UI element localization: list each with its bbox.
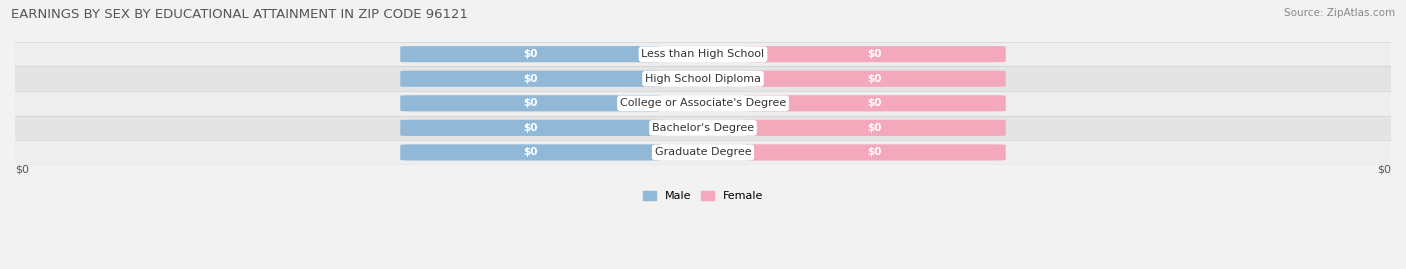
- FancyBboxPatch shape: [401, 144, 662, 161]
- Bar: [15, 140, 1391, 165]
- FancyBboxPatch shape: [401, 71, 662, 87]
- Bar: [15, 116, 1391, 140]
- Text: $0: $0: [1376, 165, 1391, 175]
- Bar: [15, 66, 1391, 91]
- FancyBboxPatch shape: [401, 120, 662, 136]
- FancyBboxPatch shape: [401, 95, 662, 111]
- FancyBboxPatch shape: [744, 46, 1005, 62]
- Text: $0: $0: [524, 74, 538, 84]
- Text: Source: ZipAtlas.com: Source: ZipAtlas.com: [1284, 8, 1395, 18]
- Text: $0: $0: [868, 98, 882, 108]
- FancyBboxPatch shape: [401, 46, 662, 62]
- Text: $0: $0: [524, 49, 538, 59]
- Text: $0: $0: [868, 74, 882, 84]
- Bar: [15, 91, 1391, 116]
- Text: $0: $0: [524, 98, 538, 108]
- Text: $0: $0: [868, 123, 882, 133]
- Text: Bachelor's Degree: Bachelor's Degree: [652, 123, 754, 133]
- Bar: [15, 42, 1391, 66]
- Text: $0: $0: [524, 123, 538, 133]
- Text: $0: $0: [868, 147, 882, 157]
- Text: Graduate Degree: Graduate Degree: [655, 147, 751, 157]
- Text: EARNINGS BY SEX BY EDUCATIONAL ATTAINMENT IN ZIP CODE 96121: EARNINGS BY SEX BY EDUCATIONAL ATTAINMEN…: [11, 8, 468, 21]
- FancyBboxPatch shape: [744, 71, 1005, 87]
- Legend: Male, Female: Male, Female: [638, 186, 768, 206]
- Text: $0: $0: [868, 49, 882, 59]
- FancyBboxPatch shape: [744, 144, 1005, 161]
- FancyBboxPatch shape: [744, 95, 1005, 111]
- Text: College or Associate's Degree: College or Associate's Degree: [620, 98, 786, 108]
- FancyBboxPatch shape: [744, 120, 1005, 136]
- Text: $0: $0: [15, 165, 30, 175]
- Text: Less than High School: Less than High School: [641, 49, 765, 59]
- Text: High School Diploma: High School Diploma: [645, 74, 761, 84]
- Text: $0: $0: [524, 147, 538, 157]
